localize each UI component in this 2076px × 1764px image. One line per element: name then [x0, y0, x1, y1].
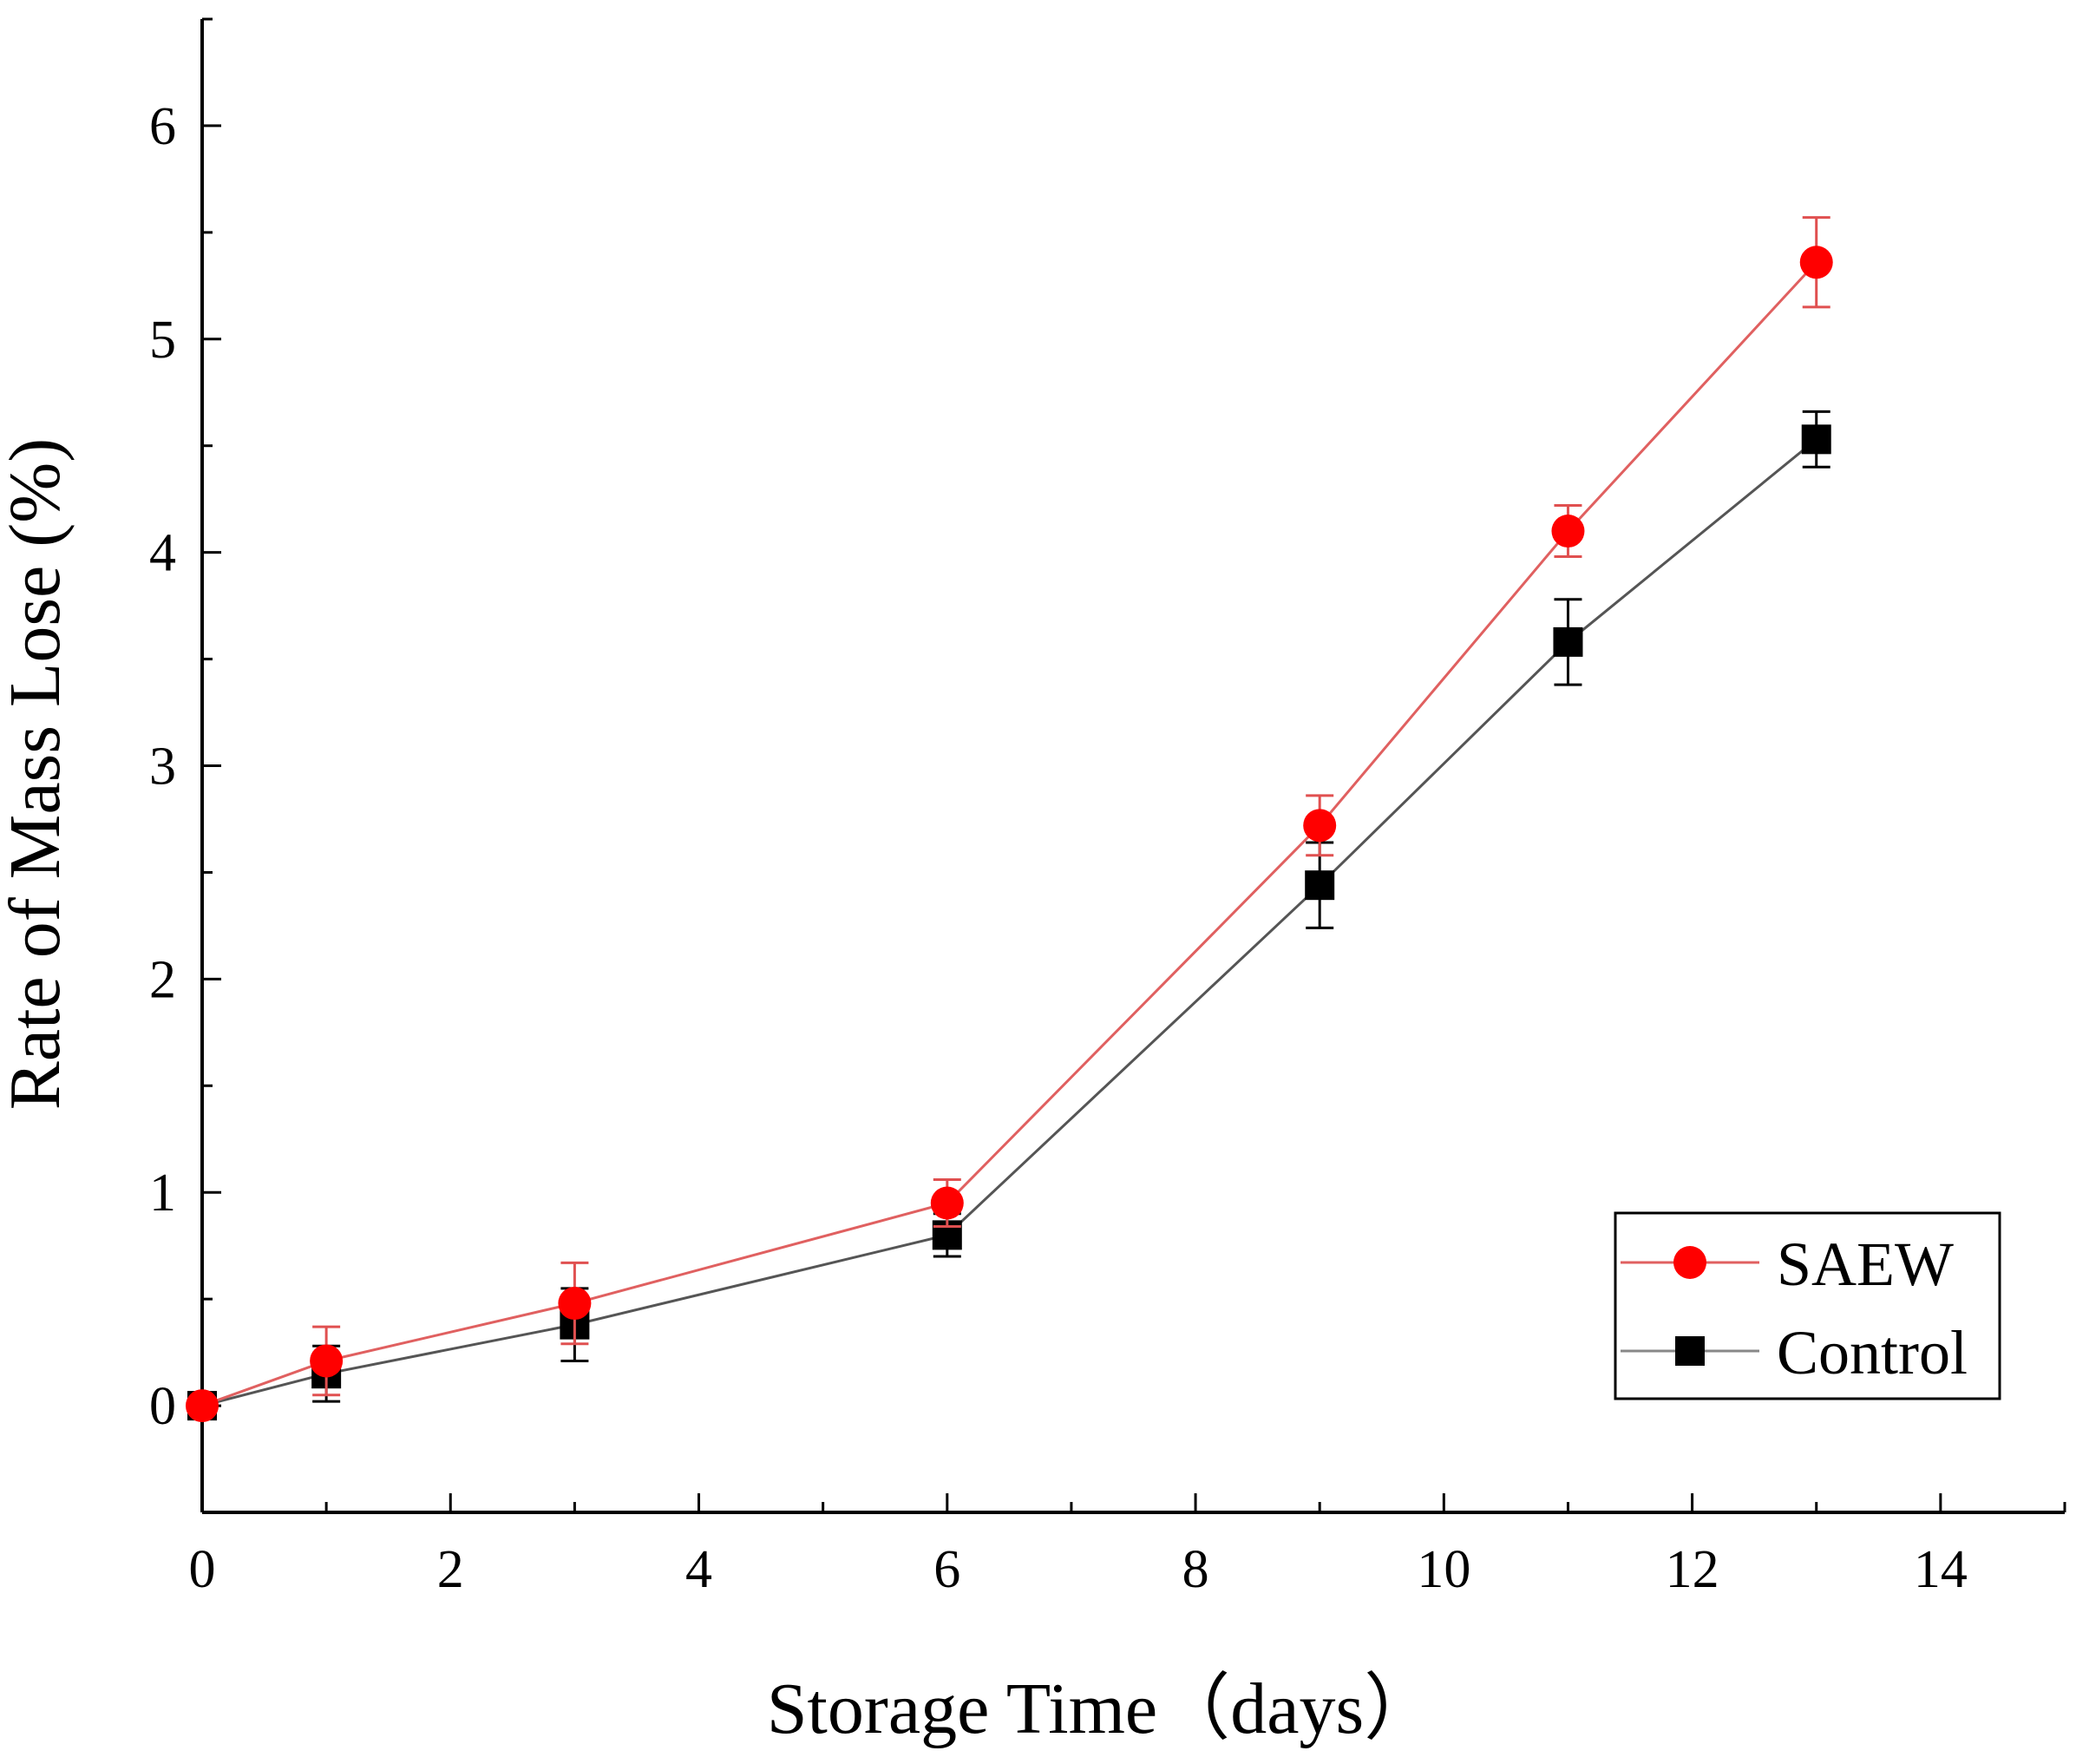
y-ticks: 0 1 2 3 4 5 6	[149, 17, 221, 1514]
y-tick-label: 6	[149, 97, 176, 156]
y-axis-title: Rate of Mass Lose (%)	[0, 438, 75, 1110]
x-ticks: 0 2 4 6 8 10 12 14	[189, 1493, 2066, 1599]
x-tick-label: 10	[1417, 1540, 1470, 1599]
saew-point	[1551, 515, 1585, 548]
saew-point	[558, 1287, 592, 1321]
x-axis-title: Storage Time（days）	[767, 1669, 1437, 1749]
y-tick-label: 3	[149, 738, 176, 797]
series-layer	[186, 216, 1833, 1423]
x-tick-label: 4	[685, 1540, 712, 1599]
saew-series-line	[201, 261, 1817, 1407]
saew-point	[1303, 809, 1337, 843]
saew-point	[930, 1186, 964, 1220]
saew-point	[186, 1389, 219, 1423]
x-tick-label: 12	[1666, 1540, 1719, 1599]
x-tick-label: 8	[1182, 1540, 1209, 1599]
control-series-line	[201, 438, 1817, 1407]
control-point	[1305, 870, 1335, 901]
y-tick-label: 0	[149, 1377, 176, 1436]
y-tick-label: 4	[149, 524, 176, 583]
control-point	[1553, 626, 1583, 657]
saew-point	[1799, 246, 1833, 279]
legend-saew-marker	[1673, 1246, 1706, 1279]
y-tick-label: 1	[149, 1164, 176, 1223]
control-point	[1801, 424, 1831, 455]
legend-control-marker	[1675, 1336, 1705, 1366]
x-tick-label: 0	[189, 1540, 216, 1599]
legend-saew-label: SAEW	[1777, 1230, 1954, 1299]
y-tick-label: 5	[149, 311, 176, 370]
legend: SAEW Control	[1614, 1211, 2001, 1400]
legend-box	[1614, 1211, 2001, 1400]
saew-point	[310, 1344, 344, 1378]
x-tick-label: 14	[1914, 1540, 1968, 1599]
legend-control-label: Control	[1777, 1318, 1968, 1387]
y-tick-label: 2	[149, 950, 176, 1009]
x-tick-label: 2	[437, 1540, 464, 1599]
x-tick-label: 6	[933, 1540, 960, 1599]
